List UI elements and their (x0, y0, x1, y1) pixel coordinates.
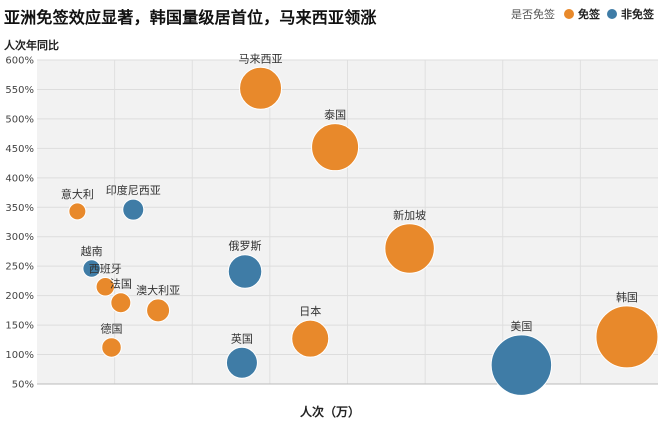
y-tick-label: 250% (5, 262, 34, 273)
bubble (225, 346, 258, 379)
legend-label-non-visa-free: 非免签 (621, 8, 654, 21)
bubble (311, 123, 360, 172)
y-tick-label: 300% (5, 232, 34, 243)
bubble-label: 法国 (110, 277, 132, 291)
y-tick-label: 150% (5, 321, 34, 332)
bubble (110, 292, 132, 314)
bubble (384, 223, 435, 274)
y-axis-label: 人次年同比 (4, 39, 59, 52)
y-tick-label: 600% (5, 56, 34, 67)
y-tick-label: 100% (5, 350, 34, 361)
chart-title: 亚洲免签效应显著，韩国量级居首位，马来西亚领涨 (4, 8, 377, 27)
bubble-label: 印度尼西亚 (106, 183, 161, 197)
x-axis-label: 人次（万） (299, 405, 360, 419)
bubble-label: 俄罗斯 (229, 240, 262, 253)
bubble-label: 德国 (101, 322, 123, 336)
bubble (239, 66, 283, 110)
bubble-label: 新加坡 (393, 208, 426, 222)
legend-dot-non-visa-free (607, 9, 617, 19)
legend-dot-visa-free (564, 9, 574, 19)
bubble-label: 日本 (299, 304, 321, 318)
y-tick-label: 550% (5, 85, 34, 96)
bubble-label: 泰国 (324, 108, 346, 122)
bubble (595, 305, 659, 369)
bubble (227, 254, 263, 289)
legend: 是否免签 免签 非免签 (511, 6, 654, 22)
bubble (490, 334, 553, 396)
bubble (68, 202, 87, 221)
bubble-label: 澳大利亚 (136, 283, 180, 297)
bubble-label: 意大利 (61, 187, 94, 201)
bubble-label: 越南 (81, 244, 103, 258)
bubble (82, 259, 101, 278)
bubble (146, 298, 171, 323)
bubble-label: 马来西亚 (239, 52, 283, 65)
y-tick-label: 400% (5, 173, 34, 184)
y-tick-label: 500% (5, 114, 34, 125)
legend-label-visa-free: 免签 (578, 8, 600, 21)
legend-title: 是否免签 (511, 8, 555, 21)
bubble (95, 277, 116, 297)
bubble (122, 198, 145, 221)
y-tick-label: 50% (12, 380, 34, 391)
bubble (101, 337, 122, 358)
bubble-label: 美国 (510, 320, 532, 333)
y-tick-label: 450% (5, 144, 34, 155)
bubble-label: 韩国 (616, 290, 638, 304)
y-tick-label: 350% (5, 203, 34, 214)
y-tick-label: 200% (5, 291, 34, 302)
bubble-label: 西班牙 (89, 263, 122, 276)
bubble-label: 英国 (231, 331, 253, 345)
bubble (291, 319, 330, 358)
